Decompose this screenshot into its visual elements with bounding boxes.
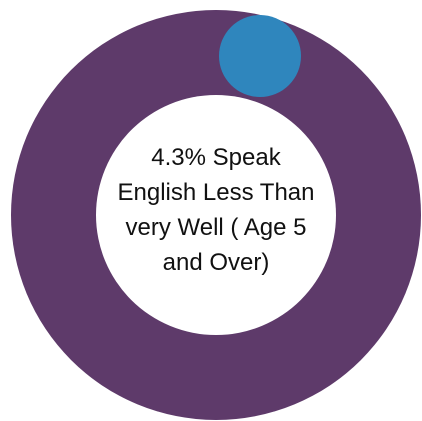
center-label: 4.3% Speak English Less Than very Well (…	[117, 144, 315, 276]
donut-slice-marker-highlight	[219, 15, 301, 97]
donut-center-hole	[96, 95, 336, 335]
